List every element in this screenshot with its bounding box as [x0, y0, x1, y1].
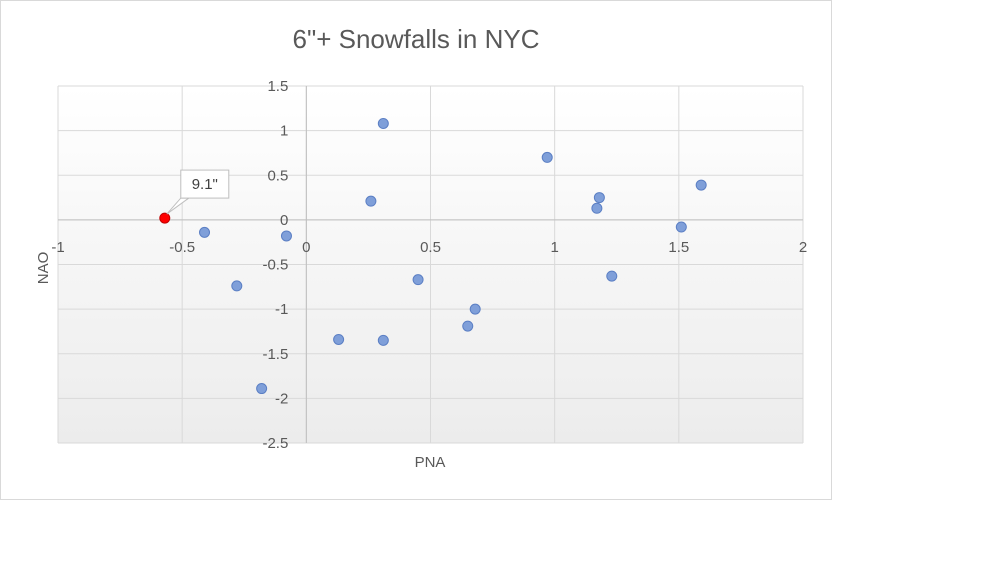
scatter-point — [256, 383, 268, 395]
x-tick-label: 0.5 — [420, 239, 441, 256]
scatter-point — [469, 303, 481, 315]
callout-box — [180, 169, 230, 199]
y-tick-label: -2 — [275, 390, 288, 407]
y-tick-label: -1.5 — [262, 346, 288, 363]
scatter-point — [280, 230, 292, 242]
data-label: 9.1" — [192, 176, 218, 193]
tick-labels: -1 -0.5 0 0.5 1 1.5 2 1.5 1 0.5 0 -0.5 -1 -1.5 -2 -2.5 — [51, 78, 807, 452]
scatter-point — [675, 221, 687, 233]
scatter-point — [159, 212, 171, 224]
scatter-point — [606, 270, 618, 282]
x-tick-label: 1 — [550, 239, 558, 256]
y-tick-label: 0.5 — [267, 167, 288, 184]
scatter-point — [365, 195, 377, 207]
x-tick-label: 0 — [302, 239, 310, 256]
x-tick-label: -0.5 — [169, 239, 195, 256]
y-tick-label: 1.5 — [267, 78, 288, 95]
scatter-point — [333, 333, 345, 345]
x-tick-label: 1.5 — [668, 239, 689, 256]
x-tick-label: -1 — [51, 239, 64, 256]
scatter-point — [541, 151, 553, 163]
x-tick-label: 2 — [799, 239, 807, 256]
y-tick-label: 0 — [280, 212, 288, 229]
scatter-point — [377, 117, 389, 129]
scatter-point — [591, 202, 603, 214]
scatter-point — [377, 334, 389, 346]
scatter-point — [593, 192, 605, 204]
chart-title: 6"+ Snowfalls in NYC — [293, 24, 540, 54]
scatter-point — [199, 226, 211, 238]
scatter-point — [695, 179, 707, 191]
y-axis-title: NAO — [35, 252, 52, 285]
y-tick-label: 1 — [280, 123, 288, 140]
y-tick-label: -2.5 — [262, 435, 288, 452]
x-axis-title: PNA — [415, 454, 446, 471]
y-tick-label: -0.5 — [262, 257, 288, 274]
data-points — [159, 117, 707, 395]
scatter-point — [231, 280, 243, 292]
scatter-point — [412, 274, 424, 286]
data-callout: 9.1" — [166, 169, 230, 215]
axes — [58, 86, 803, 443]
y-tick-label: -1 — [275, 301, 288, 318]
scatter-point — [462, 320, 474, 332]
